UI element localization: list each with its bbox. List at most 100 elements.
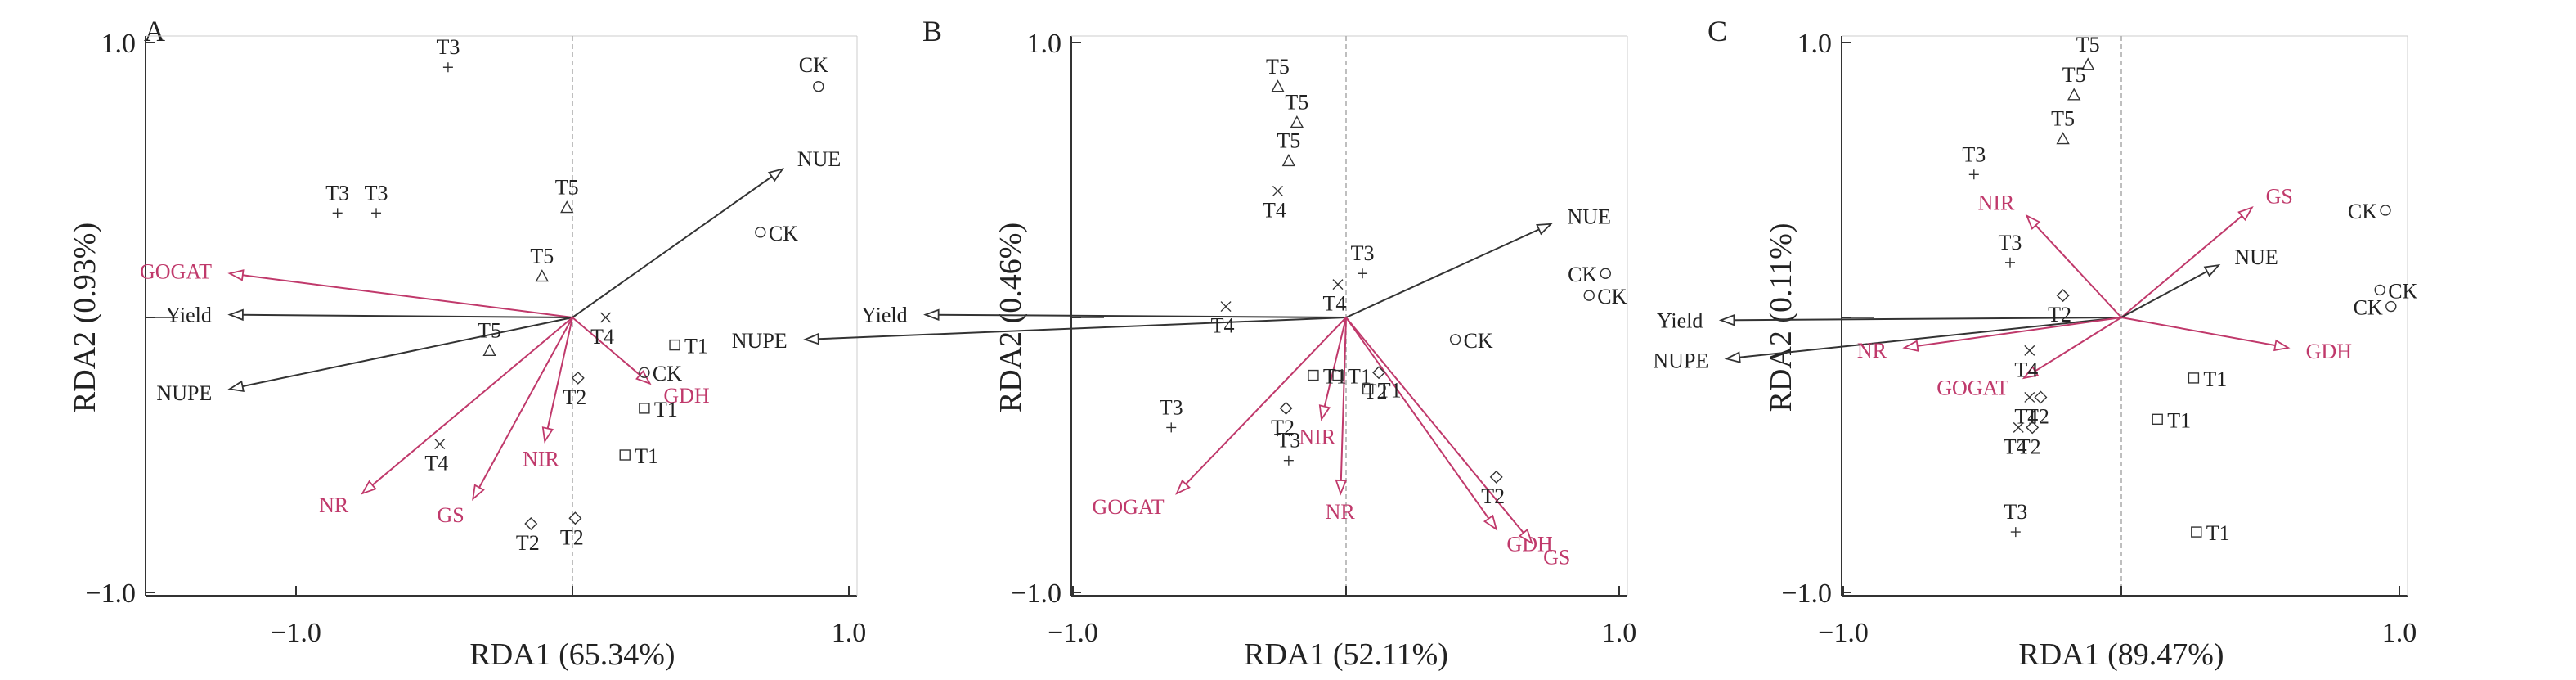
sample-label: CK	[1464, 329, 1493, 353]
x-axis-title: RDA1 (52.11%)	[1244, 637, 1448, 672]
sample-marker-x	[2024, 391, 2035, 403]
vector-label: NR	[1857, 339, 1887, 363]
panel-C: C −1.0 1.0 1.0 −1.0 RDA1 (89.47%) RDA2 (0.11%)…	[1653, 15, 2417, 672]
sample-marker-plus	[1968, 169, 1979, 180]
sample-marker-triangle	[2081, 57, 2095, 70]
sample-label: T1	[1348, 365, 1371, 389]
vector-nir	[2026, 214, 2122, 318]
sample-marker-circle	[2374, 284, 2385, 296]
sample-label: T3	[2004, 500, 2027, 524]
sample-label: T4	[1211, 314, 1235, 338]
y-tick-label: −1.0	[1011, 579, 1061, 609]
sample-marker-diamond	[524, 517, 538, 530]
vector-label: Yield	[166, 303, 212, 326]
sample-marker-diamond	[1489, 470, 1503, 484]
vector-label: NUE	[797, 147, 841, 171]
sample-label: CK	[799, 53, 828, 77]
vector-arrowhead	[1718, 313, 1735, 326]
vector-arrowhead	[361, 480, 377, 495]
vector-gdh	[1345, 317, 1497, 530]
vector-label: GOGAT	[1093, 495, 1165, 519]
vector-nr	[361, 317, 573, 494]
sample-marker-triangle	[535, 269, 549, 282]
y-axis-title: RDA2 (0.46%)	[994, 223, 1028, 412]
vector-arrowhead	[1335, 479, 1348, 496]
vector-gs	[472, 317, 573, 500]
vector-label: NUPE	[156, 381, 212, 405]
sample-marker-circle	[755, 227, 766, 238]
sample-label: T1	[684, 335, 708, 358]
sample-marker-diamond	[568, 511, 582, 525]
vector-arrowhead	[1902, 340, 1919, 352]
vector-label: NUPE	[732, 329, 788, 353]
vector-arrowhead	[472, 484, 485, 502]
vector-label: NUPE	[1653, 349, 1708, 373]
vector-gdh	[572, 317, 651, 385]
vector-label: Yield	[861, 303, 907, 326]
sample-label: CK	[2388, 279, 2417, 303]
vector-gogat	[1176, 317, 1347, 494]
sample-marker-square	[2152, 413, 2163, 426]
sample-marker-triangle	[2056, 132, 2070, 145]
vector-arrowhead	[227, 308, 244, 322]
sample-label: T2	[516, 531, 540, 555]
sample-label: T2	[1271, 416, 1295, 439]
vector-gs	[1345, 317, 1533, 544]
vector-arrowhead	[1483, 514, 1498, 531]
x-tick-label: 1.0	[1602, 618, 1637, 648]
sample-marker-circle	[2385, 300, 2397, 313]
sample-label: T5	[1285, 90, 1308, 114]
sample-marker-plus	[2005, 257, 2015, 268]
y-tick-label: −1.0	[85, 579, 136, 609]
vector-arrowhead	[1175, 479, 1191, 495]
sample-marker-square	[1308, 369, 1319, 381]
sample-label: T5	[2076, 33, 2100, 56]
sample-label: T3	[1962, 142, 1986, 166]
y-tick-label: 1.0	[101, 29, 137, 59]
sample-label: T5	[1277, 128, 1300, 152]
vector-arrowhead	[1536, 223, 1553, 236]
vector-label: GDH	[663, 384, 710, 408]
x-tick-label: −1.0	[1048, 618, 1098, 648]
sample-marker-x	[600, 312, 612, 323]
vector-nue	[572, 168, 783, 318]
sample-label: T3	[1160, 395, 1183, 419]
sample-marker-plus	[371, 208, 382, 218]
sample-marker-square	[669, 339, 680, 351]
vector-nr	[1904, 317, 2122, 349]
vector-nupe	[1726, 317, 2122, 360]
sample-label: T5	[2051, 107, 2075, 131]
vector-arrowhead	[2237, 205, 2254, 222]
vector-label: GS	[1543, 545, 1570, 569]
sample-label: T2	[2017, 435, 2041, 458]
x-tick-label: −1.0	[271, 618, 321, 648]
x-tick-label: −1.0	[1818, 618, 1869, 648]
vector-label: GOGAT	[1936, 376, 2008, 400]
sample-marker-circle	[639, 367, 650, 378]
sample-marker-triangle	[1281, 154, 1296, 167]
x-axis-title: RDA1 (89.47%)	[2018, 637, 2224, 672]
sample-label: CK	[653, 362, 682, 385]
sample-marker-triangle	[482, 343, 496, 357]
sample-marker-square	[2188, 372, 2200, 384]
sample-marker-circle	[1449, 334, 1461, 345]
sample-label: T4	[2014, 358, 2038, 381]
sample-marker-plus	[1166, 422, 1177, 433]
x-tick-label: 1.0	[2382, 618, 2417, 648]
y-tick-label: −1.0	[1781, 579, 1832, 609]
vector-arrowhead	[923, 308, 940, 322]
sample-marker-circle	[2380, 205, 2391, 216]
sample-label: T5	[478, 318, 501, 342]
vector-yield	[1721, 317, 2122, 322]
sample-marker-plus	[1283, 455, 1294, 466]
sample-marker-x	[1332, 279, 1344, 290]
vector-arrowhead	[767, 168, 784, 182]
vector-yield	[229, 313, 573, 318]
vector-arrowhead	[2203, 263, 2221, 277]
vector-label: GS	[2266, 184, 2293, 208]
vector-arrowhead	[2273, 339, 2291, 352]
sample-marker-x	[434, 439, 446, 450]
vector-arrowhead	[1724, 351, 1741, 363]
sample-marker-triangle	[1271, 79, 1285, 92]
